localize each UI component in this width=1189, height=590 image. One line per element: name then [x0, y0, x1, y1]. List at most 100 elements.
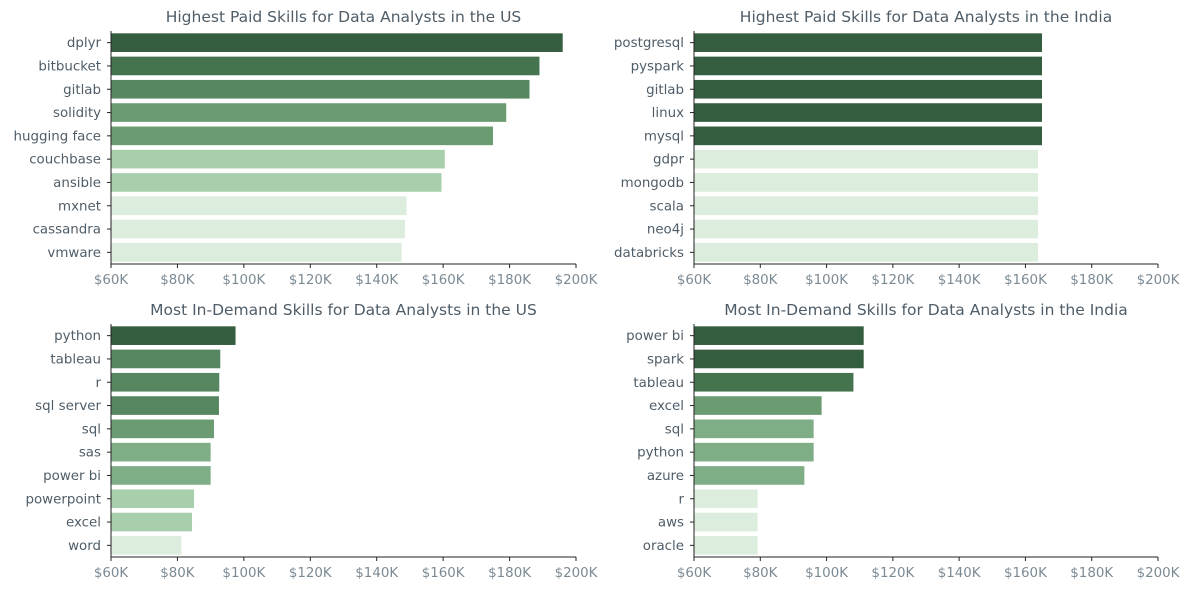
category-label: powerpoint: [25, 492, 101, 507]
x-tick-label: $60K: [677, 273, 713, 288]
bar-couchbase: [111, 149, 445, 169]
bar-spark: [694, 349, 864, 369]
x-tick-label: $80K: [743, 273, 779, 288]
x-tick-label: $80K: [160, 566, 196, 581]
bar-solidity: [111, 103, 507, 122]
bar-tableau: [111, 349, 221, 369]
x-tick-label: $120K: [289, 273, 333, 288]
x-tick-label: $140K: [355, 273, 399, 288]
x-tick-label: $140K: [355, 566, 399, 581]
bar-sql: [111, 419, 214, 439]
category-label: hugging face: [14, 129, 101, 144]
x-tick-label: $60K: [677, 566, 713, 581]
bar-pyspark: [694, 56, 1042, 76]
category-label: mongodb: [621, 176, 684, 191]
category-label: excel: [649, 399, 684, 414]
category-label: solidity: [53, 106, 101, 121]
bar-neo4j: [694, 219, 1039, 239]
category-label: r: [95, 376, 101, 391]
x-tick-label: $60K: [94, 566, 130, 581]
x-tick-label: $180K: [488, 273, 532, 288]
category-label: pyspark: [631, 59, 685, 74]
x-tick-label: $180K: [488, 566, 532, 581]
category-label: scala: [650, 199, 684, 214]
bar-gdpr: [694, 149, 1039, 169]
bar-databricks: [694, 243, 1039, 262]
category-label: dplyr: [67, 36, 102, 51]
category-label: bitbucket: [38, 59, 101, 74]
bar-ansible: [111, 173, 442, 192]
bar-mysql: [694, 126, 1042, 146]
category-label: postgresql: [614, 36, 684, 51]
x-tick-label: $200K: [1137, 273, 1181, 288]
chart-title: Most In-Demand Skills for Data Analysts …: [724, 301, 1128, 319]
chart-title: Highest Paid Skills for Data Analysts in…: [740, 8, 1112, 26]
x-tick-label: $100K: [805, 566, 849, 581]
x-tick-label: $160K: [1004, 566, 1048, 581]
bar-postgresql: [694, 33, 1042, 52]
category-label: tableau: [50, 352, 101, 367]
category-label: gdpr: [653, 153, 684, 168]
x-tick-label: $120K: [871, 566, 915, 581]
category-label: gitlab: [63, 83, 101, 98]
bar-dplyr: [111, 33, 563, 52]
x-tick-label: $100K: [805, 273, 849, 288]
bar-mongodb: [694, 173, 1039, 192]
x-tick-label: $80K: [743, 566, 779, 581]
category-label: gitlab: [646, 83, 684, 98]
bar-oracle: [694, 536, 758, 555]
bar-gitlab: [694, 79, 1042, 99]
category-label: oracle: [643, 539, 684, 554]
bar-excel: [694, 396, 822, 415]
bar-linux: [694, 103, 1042, 122]
category-label: python: [637, 446, 684, 461]
x-tick-label: $140K: [938, 273, 982, 288]
bar-azure: [694, 466, 805, 485]
x-tick-label: $80K: [160, 273, 196, 288]
bar-sas: [111, 442, 211, 462]
category-label: power bi: [43, 469, 101, 484]
category-label: sql: [82, 422, 101, 437]
x-tick-label: $200K: [555, 273, 599, 288]
category-label: cassandra: [33, 223, 101, 238]
category-label: mysql: [644, 129, 684, 144]
x-tick-label: $180K: [1070, 566, 1114, 581]
bar-hugging-face: [111, 126, 493, 146]
chart-title: Most In-Demand Skills for Data Analysts …: [150, 301, 537, 319]
x-tick-label: $160K: [422, 566, 466, 581]
x-tick-label: $100K: [222, 273, 266, 288]
bar-vmware: [111, 243, 402, 262]
chart-title: Highest Paid Skills for Data Analysts in…: [166, 8, 522, 26]
chart-panel-india-highest-paid: Highest Paid Skills for Data Analysts in…: [614, 8, 1181, 288]
bar-scala: [694, 196, 1039, 216]
category-label: vmware: [47, 246, 101, 261]
category-label: r: [678, 492, 684, 507]
category-label: mxnet: [58, 199, 101, 214]
x-tick-label: $160K: [1004, 273, 1048, 288]
bar-sql-server: [111, 396, 219, 415]
x-tick-label: $180K: [1070, 273, 1114, 288]
category-label: azure: [647, 469, 684, 484]
category-label: word: [68, 539, 101, 554]
category-label: power bi: [626, 329, 684, 344]
bar-power-bi: [694, 326, 864, 345]
bar-python: [111, 326, 236, 345]
category-label: tableau: [633, 376, 684, 391]
chart-panel-us-in-demand: Most In-Demand Skills for Data Analysts …: [25, 301, 598, 581]
bar-gitlab: [111, 79, 530, 99]
category-label: sas: [79, 446, 101, 461]
bar-cassandra: [111, 219, 405, 239]
category-label: spark: [647, 352, 684, 367]
bar-r: [694, 489, 758, 509]
bar-powerpoint: [111, 489, 195, 509]
category-label: linux: [652, 106, 684, 121]
category-label: sql: [665, 422, 684, 437]
category-label: aws: [658, 516, 684, 531]
x-tick-label: $120K: [871, 273, 915, 288]
bar-sql: [694, 419, 814, 439]
x-tick-label: $100K: [222, 566, 266, 581]
bar-power-bi: [111, 466, 211, 485]
bar-aws: [694, 512, 758, 532]
category-label: excel: [66, 516, 101, 531]
